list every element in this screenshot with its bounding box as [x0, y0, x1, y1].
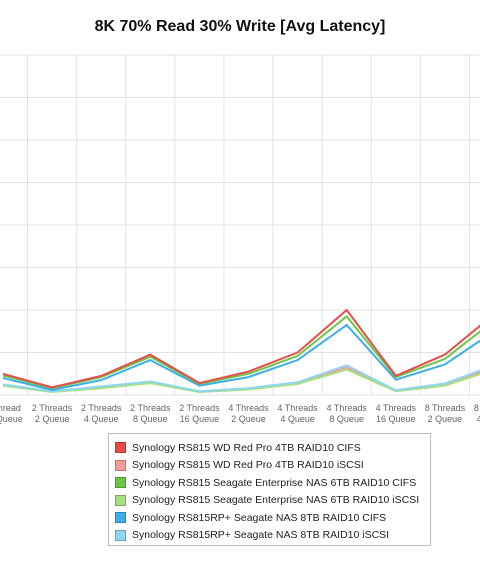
legend-swatch: [115, 442, 126, 454]
legend-label: Synology RS815 Seagate Enterprise NAS 6T…: [132, 494, 420, 507]
series-lines: [2, 309, 480, 393]
legend-swatch: [115, 477, 126, 489]
legend-item[interactable]: Synology RS815 WD Red Pro 4TB RAID10 iSC…: [115, 457, 430, 475]
legend-item[interactable]: Synology RS815RP+ Seagate NAS 8TB RAID10…: [115, 509, 430, 527]
x-tick-label: 8 Threads 2 Queue: [425, 403, 466, 424]
x-tick-label: 1 Thread16 Queue: [0, 403, 23, 424]
legend-label: Synology RS815 Seagate Enterprise NAS 6T…: [132, 476, 417, 489]
x-tick-label: 2 Threads 16 Queue: [179, 403, 220, 424]
legend-swatch: [115, 494, 126, 506]
legend-label: Synology RS815RP+ Seagate NAS 8TB RAID10…: [132, 511, 387, 524]
legend-label: Synology RS815RP+ Seagate NAS 8TB RAID10…: [132, 529, 390, 542]
x-tick-label: 2 Threads 2 Queue: [32, 403, 73, 424]
x-tick-label: 2 Threads 8 Queue: [130, 403, 171, 424]
legend-swatch: [115, 529, 126, 541]
x-tick-label: 4 Threads 2 Queue: [228, 403, 269, 424]
legend-swatch: [115, 512, 126, 524]
series-line-4: [2, 323, 480, 391]
series-line-2: [2, 315, 480, 390]
series-line-0: [2, 309, 480, 389]
legend-item[interactable]: Synology RS815 Seagate Enterprise NAS 6T…: [115, 492, 430, 510]
legend-item[interactable]: Synology RS815 WD Red Pro 4TB RAID10 CIF…: [115, 439, 430, 457]
legend-label: Synology RS815 WD Red Pro 4TB RAID10 CIF…: [132, 441, 361, 454]
legend-swatch: [115, 459, 126, 471]
x-tick-label: 2 Threads 4 Queue: [81, 403, 122, 424]
legend-item[interactable]: Synology RS815 Seagate Enterprise NAS 6T…: [115, 474, 430, 492]
x-tick-label: 4 Threads 4 Queue: [277, 403, 318, 424]
series-line-5: [2, 364, 480, 393]
grid: [0, 54, 480, 396]
series-line-3: [2, 368, 480, 393]
x-tick-label: 4 Threads 16 Queue: [376, 403, 417, 424]
legend-item[interactable]: Synology RS815RP+ Seagate NAS 8TB RAID10…: [115, 527, 430, 545]
chart-title: 8K 70% Read 30% Write [Avg Latency]: [94, 18, 386, 35]
legend: Synology RS815 WD Red Pro 4TB RAID10 CIF…: [108, 433, 431, 546]
x-tick-label: 4 Threads 8 Queue: [327, 403, 368, 424]
legend-label: Synology RS815 WD Red Pro 4TB RAID10 iSC…: [132, 459, 364, 472]
